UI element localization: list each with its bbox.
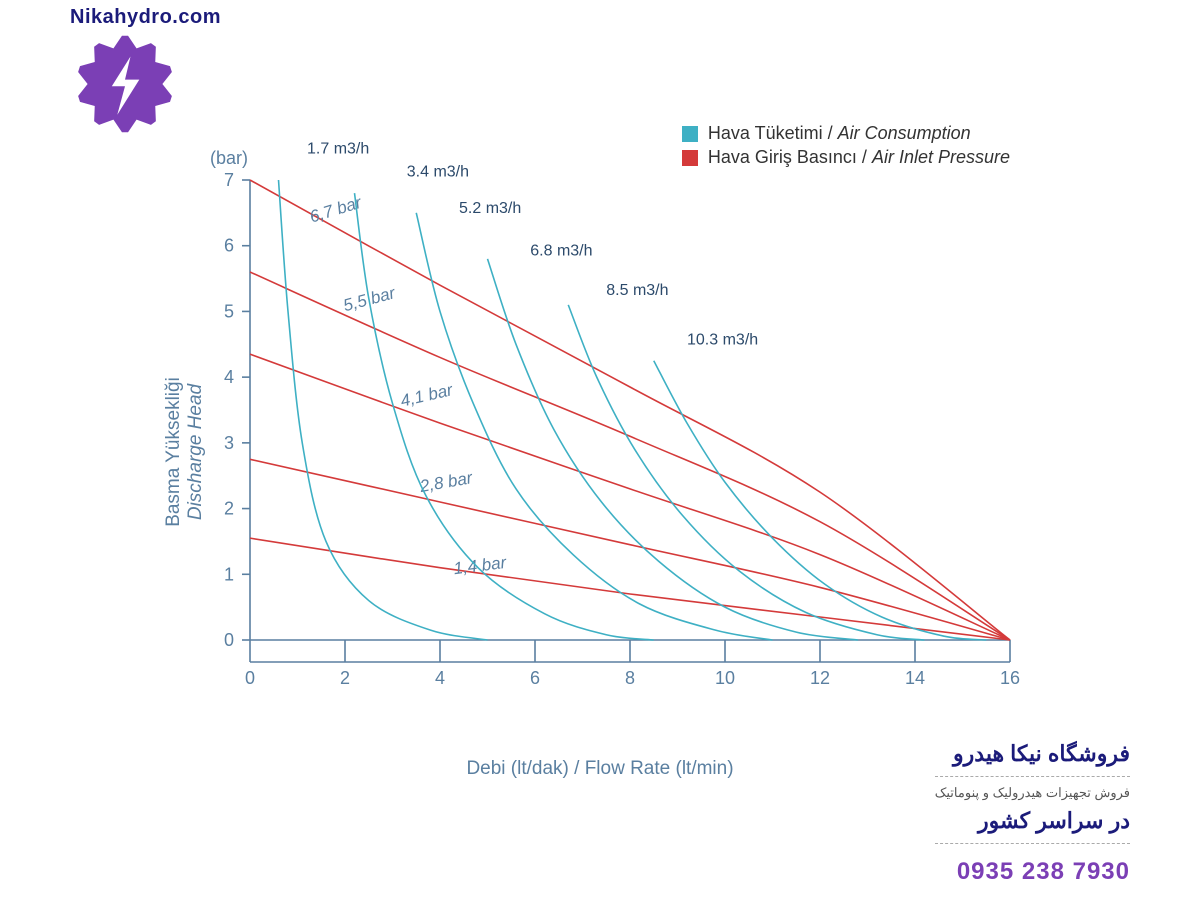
svg-text:6: 6 bbox=[224, 236, 234, 256]
svg-text:2: 2 bbox=[340, 668, 350, 688]
svg-text:12: 12 bbox=[810, 668, 830, 688]
y-axis-title: Basma Yüksekliği Discharge Head bbox=[163, 377, 207, 527]
svg-text:3: 3 bbox=[224, 433, 234, 453]
svg-text:1,4 bar: 1,4 bar bbox=[452, 553, 508, 578]
brand-logo: Nikahydro.com bbox=[70, 6, 221, 144]
svg-text:8.5 m3/h: 8.5 m3/h bbox=[606, 282, 668, 299]
svg-text:5: 5 bbox=[224, 301, 234, 321]
pump-performance-chart: (bar) Hava Tüketimi / Air ConsumptionHav… bbox=[150, 130, 1050, 770]
svg-text:6.8 m3/h: 6.8 m3/h bbox=[530, 243, 592, 260]
svg-text:10: 10 bbox=[715, 668, 735, 688]
vendor-tagline: فروش تجهیزات هیدرولیک و پنوماتیک bbox=[935, 783, 1130, 803]
gear-icon bbox=[70, 29, 180, 139]
vendor-name: فروشگاه نیکا هیدرو bbox=[935, 737, 1130, 770]
svg-text:7: 7 bbox=[224, 170, 234, 190]
svg-text:0: 0 bbox=[245, 668, 255, 688]
vendor-phone: 0935 238 7930 bbox=[935, 854, 1130, 890]
svg-text:4: 4 bbox=[435, 668, 445, 688]
svg-text:8: 8 bbox=[625, 668, 635, 688]
svg-text:4: 4 bbox=[224, 367, 234, 387]
svg-text:0: 0 bbox=[224, 630, 234, 650]
legend-item: Hava Giriş Basıncı / Air Inlet Pressure bbox=[682, 147, 1010, 168]
vendor-region: در سراسر کشور bbox=[935, 804, 1130, 837]
brand-text: Nikahydro.com bbox=[70, 6, 221, 29]
chart-legend: Hava Tüketimi / Air Consumption Hava Giri… bbox=[682, 120, 1010, 171]
page: Nikahydro.com (bar) Hava Tüketimi / Air … bbox=[0, 0, 1200, 900]
svg-text:6: 6 bbox=[530, 668, 540, 688]
svg-text:16: 16 bbox=[1000, 668, 1020, 688]
chart-canvas: 0123456702468101214166,7 bar5,5 bar4,1 b… bbox=[150, 130, 1050, 730]
svg-text:1: 1 bbox=[224, 564, 234, 584]
svg-text:3.4 m3/h: 3.4 m3/h bbox=[407, 164, 469, 181]
svg-text:5,5 bar: 5,5 bar bbox=[341, 283, 398, 315]
legend-item: Hava Tüketimi / Air Consumption bbox=[682, 123, 1010, 144]
svg-text:1.7 m3/h: 1.7 m3/h bbox=[307, 141, 369, 158]
vendor-footer: فروشگاه نیکا هیدرو فروش تجهیزات هیدرولیک… bbox=[935, 737, 1130, 891]
y-unit-label: (bar) bbox=[210, 148, 248, 169]
svg-text:2,8 bar: 2,8 bar bbox=[417, 468, 475, 496]
svg-text:10.3 m3/h: 10.3 m3/h bbox=[687, 331, 758, 348]
x-axis-title: Debi (lt/dak) / Flow Rate (lt/min) bbox=[150, 758, 1050, 780]
svg-text:5.2 m3/h: 5.2 m3/h bbox=[459, 200, 521, 217]
svg-text:2: 2 bbox=[224, 499, 234, 519]
svg-text:14: 14 bbox=[905, 668, 925, 688]
svg-text:4,1 bar: 4,1 bar bbox=[399, 380, 456, 411]
